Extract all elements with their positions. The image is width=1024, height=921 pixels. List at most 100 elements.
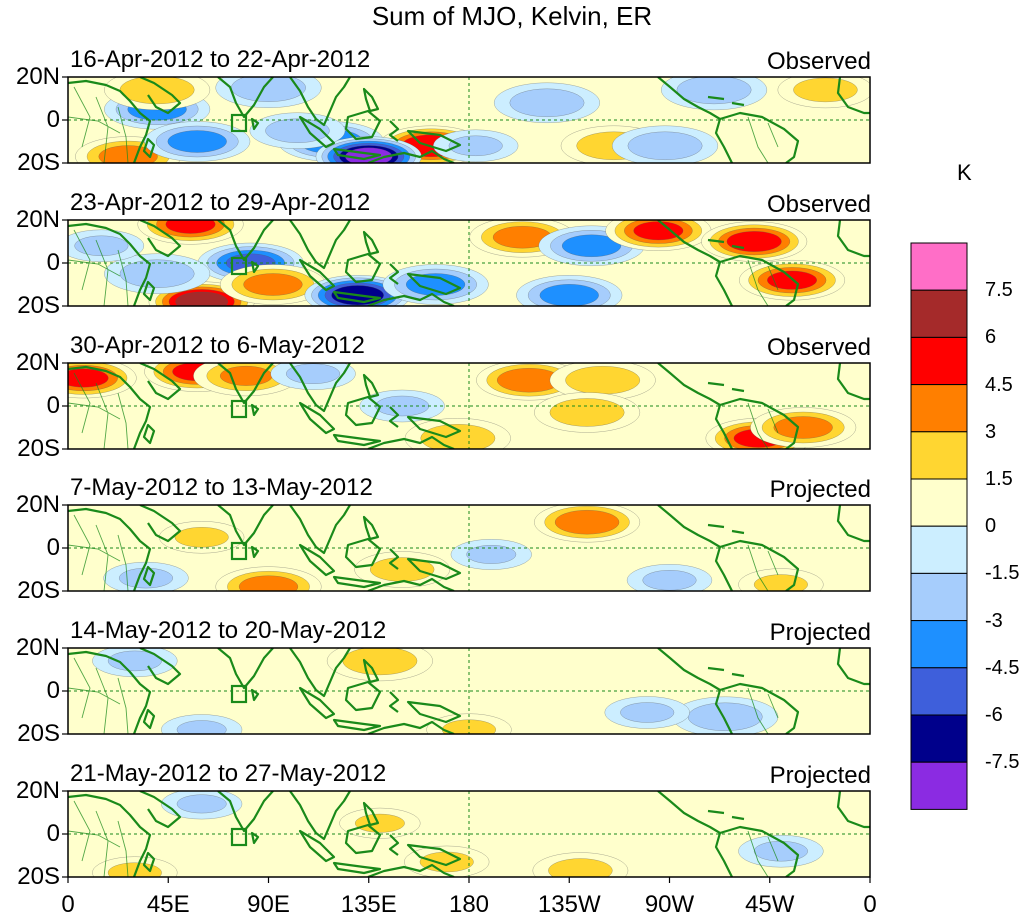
longitude-label: 90E <box>247 891 290 918</box>
colorbar-swatch <box>910 667 968 716</box>
anomaly-blob <box>612 125 719 163</box>
panel-status: Observed <box>766 48 871 75</box>
colorbar <box>910 242 968 810</box>
map-panel <box>62 647 871 735</box>
anomaly-blob <box>516 275 623 306</box>
anomaly-blob <box>161 714 243 734</box>
anomaly-blob <box>382 264 489 305</box>
colorbar-level-label: -6 <box>985 704 1003 726</box>
anomaly-blob <box>433 129 519 163</box>
latitude-label: 20S <box>17 435 60 462</box>
anomaly-blob <box>493 82 601 124</box>
longitude-label: 180 <box>448 891 490 918</box>
region-box <box>230 399 248 419</box>
region-box <box>230 827 248 847</box>
anomaly-blob <box>738 568 824 591</box>
colorbar-level-label: 6 <box>985 326 997 349</box>
latitude-label: 20S <box>17 720 60 747</box>
panel-date-range: 21-May-2012 to 27-May-2012 <box>70 760 387 787</box>
anomaly-blob <box>159 521 245 554</box>
anomaly-blob <box>534 392 641 433</box>
latitude-label: 20S <box>17 863 60 890</box>
longitude-label: 135W <box>537 891 601 918</box>
latitude-label: 0 <box>46 534 60 561</box>
latitude-label: 0 <box>46 392 60 419</box>
longitude-label: 0 <box>61 891 75 918</box>
latitude-label: 0 <box>46 820 60 847</box>
latitude-label: 20S <box>17 577 60 604</box>
anomaly-blob <box>605 220 712 251</box>
colorbar-swatch <box>910 620 968 669</box>
colorbar-swatch <box>910 761 968 810</box>
latitude-label: 20N <box>15 634 60 661</box>
colorbar-level-label: 0 <box>985 515 997 538</box>
anomaly-blob <box>103 561 189 591</box>
panel-status: Observed <box>766 191 871 218</box>
colorbar-swatch <box>910 431 968 480</box>
anomaly-blob <box>450 539 532 570</box>
colorbar-level-label: 7.5 <box>985 279 1013 302</box>
colorbar-swatch <box>910 478 968 527</box>
map-panel <box>62 504 871 592</box>
panel-date-range: 14-May-2012 to 20-May-2012 <box>70 617 387 644</box>
latitude-label: 20S <box>17 149 60 176</box>
colorbar-level-label: -4.5 <box>985 656 1020 679</box>
latitude-label: 20N <box>15 63 60 90</box>
colorbar-level-label: -1.5 <box>985 562 1020 585</box>
latitude-label: 20N <box>15 777 60 804</box>
anomaly-blob <box>326 648 433 682</box>
latitude-label: 20S <box>17 292 60 319</box>
anomaly-blob <box>661 77 768 111</box>
colorbar-swatch <box>910 336 968 386</box>
anomaly-blob <box>92 856 178 877</box>
longitude-label: 0 <box>863 891 877 918</box>
colorbar-swatch <box>910 714 968 763</box>
panel-status: Projected <box>769 762 871 789</box>
latitude-label: 0 <box>46 677 60 704</box>
anomaly-blob <box>532 852 629 877</box>
units-label: K <box>957 160 972 185</box>
region-box <box>230 256 248 276</box>
panel-status: Projected <box>769 619 871 646</box>
colorbar-level-label: -7.5 <box>985 751 1020 774</box>
anomaly-blob <box>626 564 713 591</box>
panel-status: Observed <box>766 334 871 361</box>
colorbar-swatch <box>910 384 968 433</box>
anomaly-blob <box>359 389 445 423</box>
anomaly-blob <box>249 112 346 149</box>
colorbar-level-label: 3 <box>985 420 997 443</box>
latitude-label: 20N <box>15 491 60 518</box>
panel-date-range: 23-Apr-2012 to 29-Apr-2012 <box>70 189 371 216</box>
region-box <box>230 113 248 133</box>
colorbar-swatch <box>910 289 968 338</box>
anomaly-blob <box>549 363 656 401</box>
colorbar-swatch <box>910 572 968 622</box>
anomaly-blob <box>426 713 512 734</box>
anomaly-blob <box>534 505 641 543</box>
latitude-label: 0 <box>46 106 60 133</box>
anomaly-blob <box>604 696 690 729</box>
colorbar-swatch <box>910 525 968 574</box>
longitude-label: 45E <box>146 891 190 918</box>
anomaly-blob <box>738 834 824 868</box>
longitude-label: 45W <box>745 891 795 918</box>
colorbar-level-label: -3 <box>985 609 1003 632</box>
latitude-label: 0 <box>46 249 60 276</box>
map-panel <box>62 76 871 164</box>
anomaly-blob <box>404 418 511 449</box>
region-box <box>230 541 248 561</box>
panel-date-range: 16-Apr-2012 to 22-Apr-2012 <box>70 46 371 73</box>
anomaly-blob <box>104 253 211 294</box>
anomaly-blob <box>215 566 322 591</box>
latitude-label: 20N <box>15 349 60 376</box>
longitude-label: 90W <box>644 891 695 918</box>
anomaly-blob <box>777 77 870 109</box>
colorbar-level-label: 1.5 <box>985 468 1013 490</box>
map-panel <box>62 219 871 307</box>
panel-date-range: 7-May-2012 to 13-May-2012 <box>70 474 373 501</box>
panel-status: Projected <box>769 476 871 503</box>
latitude-label: 20N <box>15 206 60 233</box>
panel-date-range: 30-Apr-2012 to 6-May-2012 <box>70 332 365 359</box>
